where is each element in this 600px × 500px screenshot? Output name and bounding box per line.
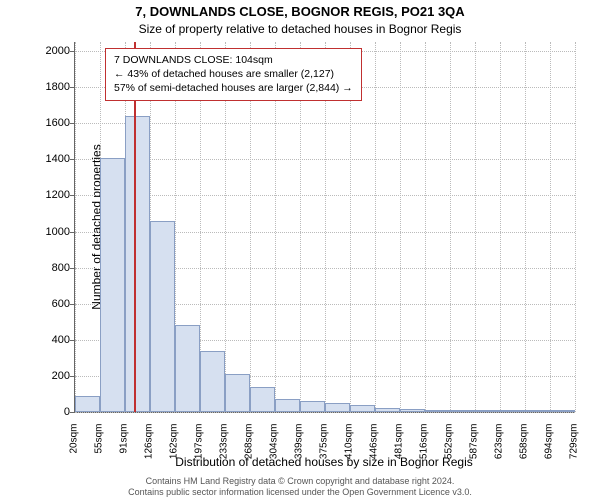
ytick-mark [70, 123, 74, 124]
histogram-bar [225, 374, 250, 412]
histogram-bar [300, 401, 325, 412]
ytick-label: 800 [30, 262, 70, 274]
histogram-bar [525, 410, 550, 412]
ytick-label: 1800 [30, 81, 70, 93]
histogram-bar [325, 403, 350, 412]
histogram-bar [150, 221, 175, 412]
ytick-mark [70, 51, 74, 52]
footer-line-1: Contains HM Land Registry data © Crown c… [0, 476, 600, 487]
gridline-v [575, 42, 576, 412]
ytick-label: 1400 [30, 153, 70, 165]
histogram-bar [125, 116, 150, 412]
gridline-v [450, 42, 451, 412]
gridline-v [425, 42, 426, 412]
histogram-bar [100, 158, 125, 412]
histogram-bar [75, 396, 100, 412]
gridline-v [400, 42, 401, 412]
ytick-label: 400 [30, 334, 70, 346]
histogram-bar [275, 399, 300, 412]
gridline-v [500, 42, 501, 412]
ytick-label: 1600 [30, 117, 70, 129]
page-subtitle: Size of property relative to detached ho… [0, 22, 600, 36]
histogram-bar [350, 405, 375, 412]
gridline-v [75, 42, 76, 412]
histogram-bar [550, 410, 575, 412]
histogram-bar [475, 410, 500, 412]
histogram-bar [200, 351, 225, 412]
callout-line-2: ← 43% of detached houses are smaller (2,… [114, 67, 353, 81]
page-title: 7, DOWNLANDS CLOSE, BOGNOR REGIS, PO21 3… [0, 4, 600, 19]
ytick-label: 600 [30, 298, 70, 310]
ytick-mark [70, 159, 74, 160]
histogram-bar [375, 408, 400, 412]
ytick-mark [70, 340, 74, 341]
callout-box: 7 DOWNLANDS CLOSE: 104sqm ← 43% of detac… [105, 48, 362, 101]
callout-line-1: 7 DOWNLANDS CLOSE: 104sqm [114, 53, 353, 67]
histogram-bar [400, 409, 425, 412]
histogram-bar [250, 387, 275, 412]
histogram-bar [175, 325, 200, 412]
gridline-v [550, 42, 551, 412]
ytick-mark [70, 232, 74, 233]
ytick-label: 200 [30, 370, 70, 382]
ytick-mark [70, 304, 74, 305]
histogram-bar [450, 410, 475, 412]
ytick-label: 0 [30, 406, 70, 418]
ytick-mark [70, 195, 74, 196]
ytick-mark [70, 412, 74, 413]
histogram-bar [425, 410, 450, 412]
callout-line-3: 57% of semi-detached houses are larger (… [114, 81, 353, 95]
gridline-h [75, 412, 575, 413]
ytick-label: 1200 [30, 189, 70, 201]
gridline-v [525, 42, 526, 412]
gridline-v [475, 42, 476, 412]
footer-line-2: Contains public sector information licen… [0, 487, 600, 498]
x-axis-label: Distribution of detached houses by size … [74, 455, 574, 469]
gridline-v [375, 42, 376, 412]
footer: Contains HM Land Registry data © Crown c… [0, 476, 600, 499]
ytick-label: 2000 [30, 45, 70, 57]
ytick-mark [70, 376, 74, 377]
histogram-bar [500, 410, 525, 412]
ytick-mark [70, 87, 74, 88]
ytick-mark [70, 268, 74, 269]
ytick-label: 1000 [30, 226, 70, 238]
